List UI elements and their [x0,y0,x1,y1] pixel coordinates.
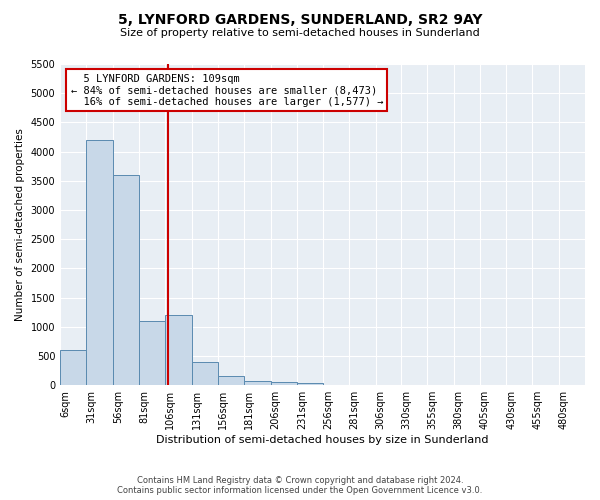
Text: 5, LYNFORD GARDENS, SUNDERLAND, SR2 9AY: 5, LYNFORD GARDENS, SUNDERLAND, SR2 9AY [118,12,482,26]
X-axis label: Distribution of semi-detached houses by size in Sunderland: Distribution of semi-detached houses by … [157,435,489,445]
Bar [166,315,191,385]
Text: 5 LYNFORD GARDENS: 109sqm
← 84% of semi-detached houses are smaller (8,473)
  16: 5 LYNFORD GARDENS: 109sqm ← 84% of semi-… [71,74,383,107]
Y-axis label: Number of semi-detached properties: Number of semi-detached properties [15,128,25,321]
Bar [218,376,244,385]
Bar [60,350,86,385]
Text: Contains HM Land Registry data © Crown copyright and database right 2024.
Contai: Contains HM Land Registry data © Crown c… [118,476,482,495]
Bar [271,382,297,385]
Bar [86,140,113,385]
Bar [297,384,323,385]
Bar [191,362,218,385]
Bar [244,381,271,385]
Text: Size of property relative to semi-detached houses in Sunderland: Size of property relative to semi-detach… [120,28,480,38]
Bar [139,321,166,385]
Bar [113,175,139,385]
